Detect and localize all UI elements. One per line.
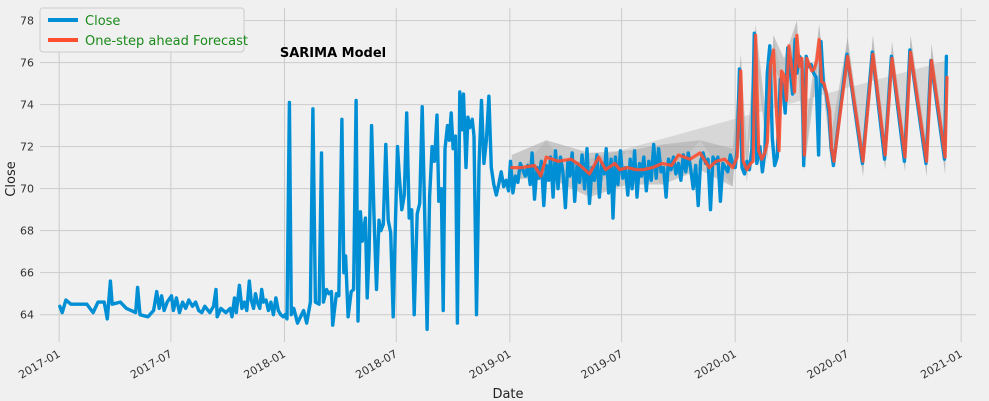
y-tick-label: 76 <box>20 57 34 70</box>
legend-label-close: Close <box>85 14 120 29</box>
y-tick-label: 68 <box>20 225 34 238</box>
y-tick-label: 78 <box>20 15 34 28</box>
y-tick-label: 72 <box>20 141 34 154</box>
y-tick-label: 74 <box>20 99 34 112</box>
legend-label-forecast: One-step ahead Forecast <box>85 34 248 49</box>
y-tick-label: 70 <box>20 183 34 196</box>
x-axis-label: Date <box>492 387 523 401</box>
legend-box <box>39 7 245 53</box>
chart-title: SARIMA Model <box>280 46 386 61</box>
y-tick-label: 64 <box>20 309 34 322</box>
series-line-forecast <box>510 33 949 178</box>
y-axis-label: Close <box>4 161 19 196</box>
series-lines <box>58 31 949 332</box>
legend: Close One-step ahead Forecast <box>39 7 248 53</box>
y-tick-labels: 64 66 68 70 72 74 76 78 <box>20 15 34 322</box>
y-tick-label: 66 <box>20 267 34 280</box>
